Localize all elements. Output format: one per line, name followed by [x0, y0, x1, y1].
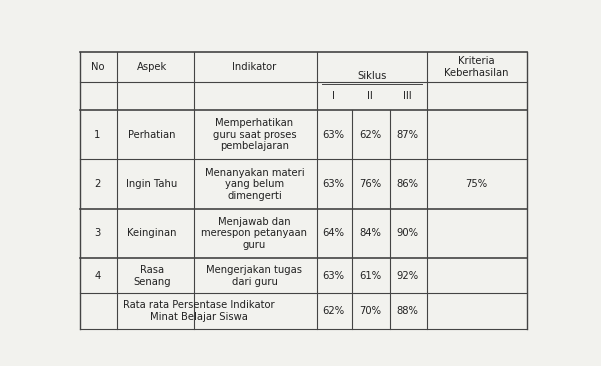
Text: 84%: 84%	[359, 228, 381, 238]
Text: III: III	[403, 91, 412, 101]
Text: Menanyakan materi
yang belum
dimengerti: Menanyakan materi yang belum dimengerti	[204, 168, 304, 201]
Text: No: No	[91, 62, 104, 72]
Text: Keinginan: Keinginan	[127, 228, 177, 238]
Text: 63%: 63%	[323, 179, 344, 189]
Text: 62%: 62%	[323, 306, 345, 316]
Text: 62%: 62%	[359, 130, 381, 140]
Text: Kriteria
Keberhasilan: Kriteria Keberhasilan	[444, 56, 509, 78]
Text: 92%: 92%	[397, 271, 419, 281]
Text: Ingin Tahu: Ingin Tahu	[126, 179, 178, 189]
Text: 64%: 64%	[323, 228, 344, 238]
Text: 90%: 90%	[397, 228, 419, 238]
Text: 61%: 61%	[359, 271, 381, 281]
Text: Menjawab dan
merespon petanyaan
guru: Menjawab dan merespon petanyaan guru	[201, 217, 308, 250]
Text: Mengerjakan tugas
dari guru: Mengerjakan tugas dari guru	[207, 265, 302, 287]
Text: 63%: 63%	[323, 271, 344, 281]
Text: 2: 2	[94, 179, 101, 189]
Text: Indikator: Indikator	[233, 62, 276, 72]
Text: 1: 1	[94, 130, 101, 140]
Text: II: II	[367, 91, 373, 101]
Text: 63%: 63%	[323, 130, 344, 140]
Text: 70%: 70%	[359, 306, 381, 316]
Text: 88%: 88%	[397, 306, 419, 316]
Text: 76%: 76%	[359, 179, 381, 189]
Text: 87%: 87%	[397, 130, 419, 140]
Text: Rasa
Senang: Rasa Senang	[133, 265, 171, 287]
Text: Aspek: Aspek	[137, 62, 167, 72]
Text: 86%: 86%	[397, 179, 419, 189]
Text: I: I	[332, 91, 335, 101]
Text: Perhatian: Perhatian	[128, 130, 175, 140]
Text: 4: 4	[94, 271, 100, 281]
Text: Rata rata Persentase Indikator
Minat Belajar Siswa: Rata rata Persentase Indikator Minat Bel…	[123, 300, 275, 322]
Text: Memperhatikan
guru saat proses
pembelajaran: Memperhatikan guru saat proses pembelaja…	[213, 118, 296, 152]
Text: 75%: 75%	[466, 179, 487, 189]
Text: 3: 3	[94, 228, 100, 238]
Text: Siklus: Siklus	[358, 71, 387, 81]
